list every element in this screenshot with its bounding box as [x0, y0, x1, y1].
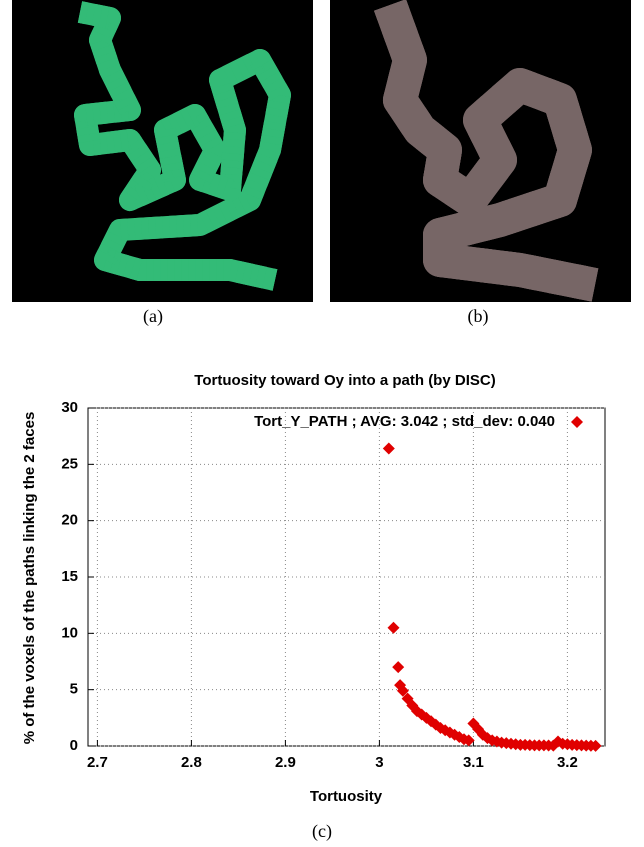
point: [382, 442, 395, 455]
image-a: [12, 0, 313, 302]
y-tick-label: 25: [61, 455, 78, 472]
y-axis-label: % of the voxels of the paths linking the…: [21, 412, 38, 745]
y-tick-label: 0: [70, 737, 78, 754]
x-tick-label: 3.1: [463, 754, 484, 771]
y-tick-label: 10: [61, 624, 78, 641]
y-tick-label: 15: [61, 568, 78, 585]
x-tick-label: 3.2: [557, 754, 578, 771]
legend-label: Tort_Y_PATH ; AVG: 3.042 ; std_dev: 0.04…: [254, 413, 555, 430]
caption: (b): [468, 306, 489, 327]
point: [392, 661, 405, 674]
y-tick-label: 5: [70, 681, 78, 698]
x-tick-label: 3: [375, 754, 383, 771]
point: [589, 739, 602, 752]
caption: (a): [143, 306, 163, 327]
image-b: [330, 0, 631, 302]
x-tick-label: 2.7: [87, 754, 108, 771]
point: [396, 684, 409, 697]
caption: (c): [312, 821, 332, 842]
legend-marker: [571, 416, 583, 428]
point: [462, 734, 475, 747]
chart-title: Tortuosity toward Oy into a path (by DIS…: [194, 372, 495, 389]
x-axis-label: Tortuosity: [310, 788, 383, 805]
y-tick-label: 30: [61, 399, 78, 416]
plot-frame: [87, 407, 606, 747]
point: [387, 621, 400, 634]
x-tick-label: 2.8: [181, 754, 202, 771]
x-tick-label: 2.9: [275, 754, 296, 771]
y-tick-label: 20: [61, 512, 78, 529]
